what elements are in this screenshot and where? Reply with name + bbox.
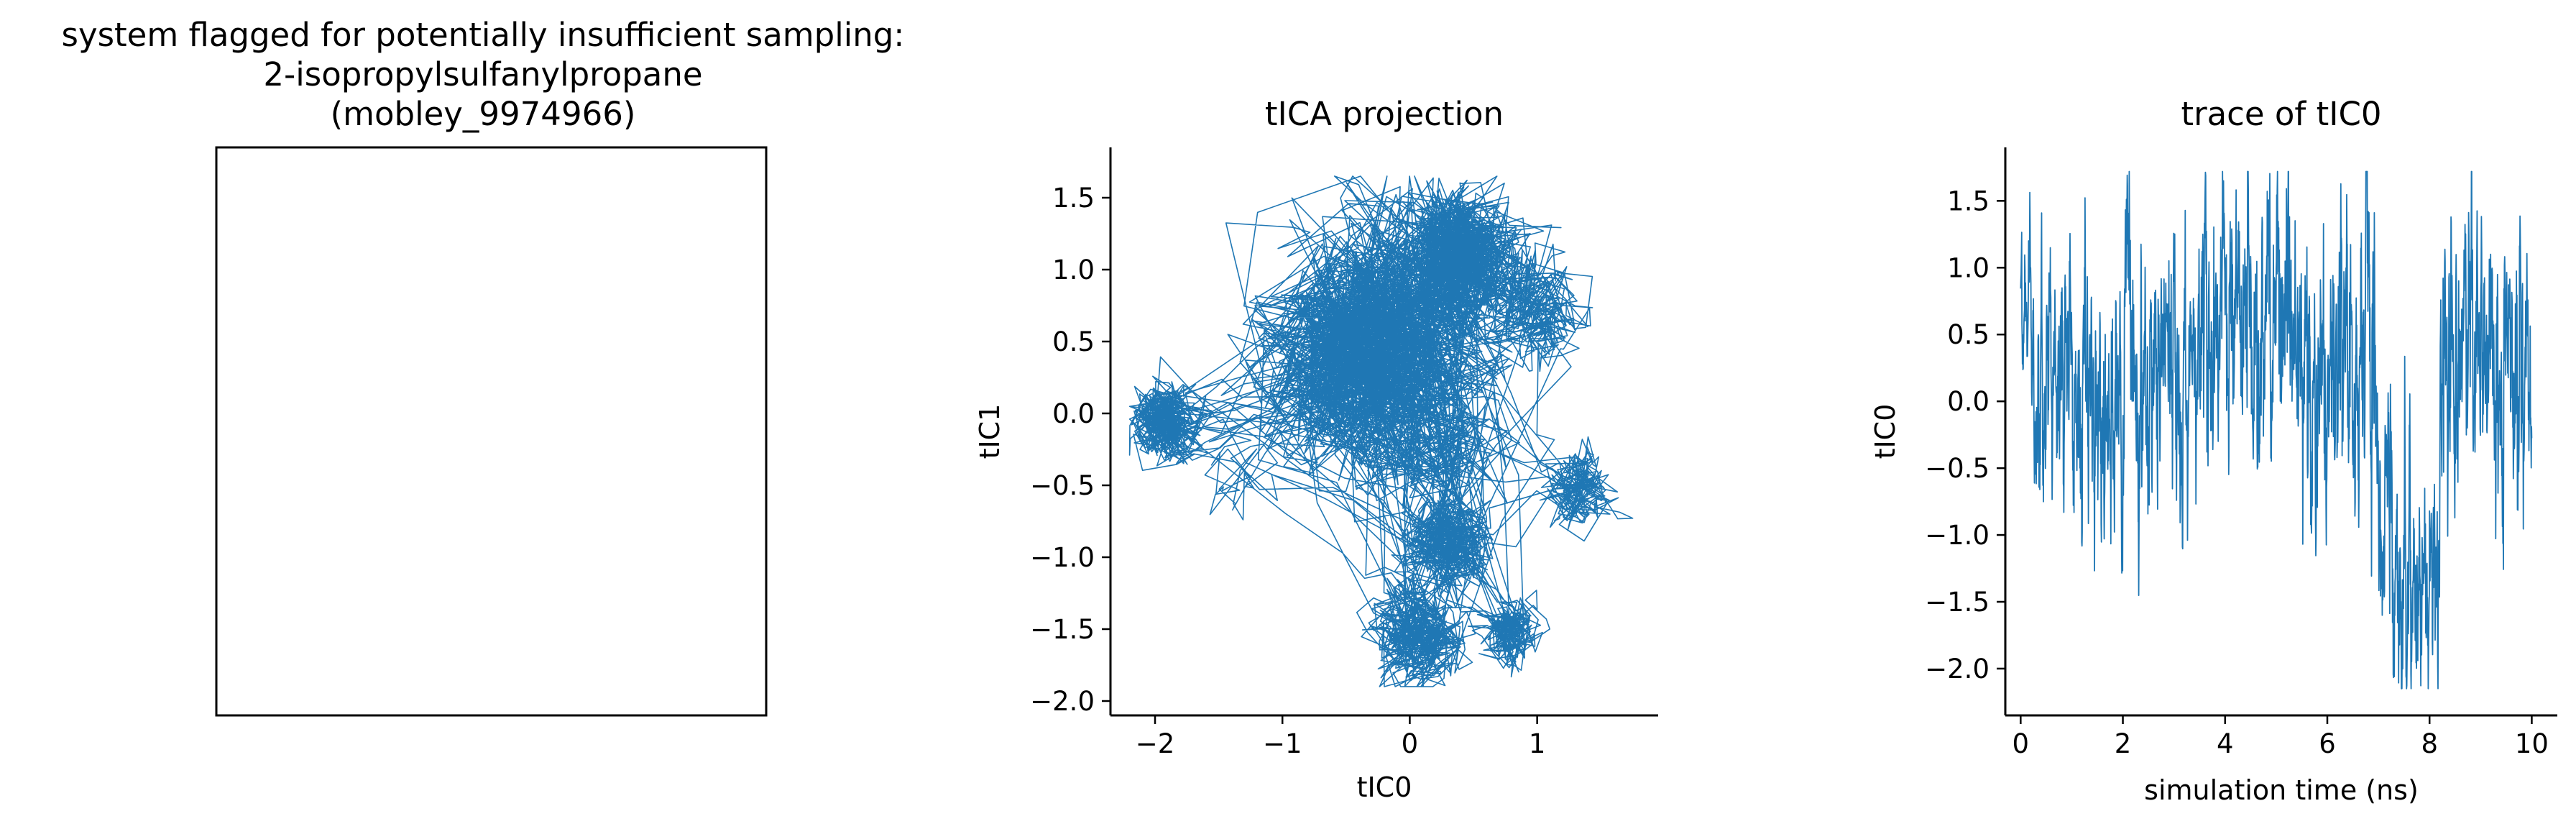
- panel2-xlabel: tIC0: [1357, 771, 1412, 803]
- panel3-y-tick-label: 1.0: [1947, 252, 1990, 283]
- tic0-trace-line: [2020, 170, 2533, 690]
- panel3-y-tick-label: 0.0: [1947, 386, 1990, 417]
- panel2-y-tick-label: 0.0: [1052, 398, 1095, 429]
- panel2-x-tick-label: −1: [1263, 728, 1302, 759]
- panel3-ylabel: tIC0: [1869, 404, 1901, 459]
- panel2-x-tick-label: −2: [1136, 728, 1175, 759]
- panel3-title: trace of tIC0: [2181, 95, 2381, 133]
- panel2-x-tick-label: 0: [1402, 728, 1419, 759]
- panel2-ylabel: tIC1: [974, 404, 1006, 459]
- panel3-y-tick-label: −1.5: [1925, 587, 1990, 618]
- molecule-image-frame: [215, 146, 768, 717]
- tic0-trace-path: [2020, 170, 2533, 690]
- panel-tica-projection: tICA projection −2 −1 0 1 −2.0 −1.5 −1.0 −0.5 0.…: [974, 95, 1658, 803]
- panel3-x-tick-label: 0: [2012, 728, 2030, 759]
- panel2-y-tick-label: 1.5: [1052, 183, 1095, 214]
- panel2-y-tick-label: −0.5: [1030, 470, 1095, 501]
- panel2-y-tick-label: 0.5: [1052, 326, 1095, 357]
- tica-trajectory-line: [1128, 175, 1634, 687]
- panel3-axes: 0 2 4 6 8 10 −2.0 −1.5 −1.0 −0.5 0.0 0.5 1.0 1.5: [1925, 147, 2557, 759]
- tica-trajectory-path: [1128, 175, 1634, 687]
- panel1-title-line3: (mobley_9974966): [331, 95, 636, 133]
- panel2-title: tICA projection: [1265, 95, 1504, 133]
- panel3-x-tick-label: 8: [2421, 728, 2438, 759]
- panel2-x-tick-label: 1: [1529, 728, 1546, 759]
- panel3-y-tick-label: 0.5: [1947, 319, 1990, 350]
- panel2-y-tick-label: 1.0: [1052, 255, 1095, 285]
- panel-tic0-trace: trace of tIC0 0 2 4 6 8 10 −2.0 −1.5 −1.0 −0.5 0.0…: [1869, 95, 2557, 806]
- panel-molecule: system flagged for potentially insuffici…: [62, 16, 905, 717]
- panel2-y-tick-label: −2.0: [1030, 686, 1095, 717]
- panel1-title-line1: system flagged for potentially insuffici…: [62, 16, 905, 54]
- panel3-xlabel: simulation time (ns): [2144, 774, 2419, 806]
- panel2-y-tick-label: −1.5: [1030, 614, 1095, 645]
- panel3-x-tick-label: 10: [2515, 728, 2549, 759]
- panel2-axes: −2 −1 0 1 −2.0 −1.5 −1.0 −0.5 0.0 0.5 1.0 1.5: [1030, 147, 1658, 759]
- panel3-y-tick-label: −1.0: [1925, 520, 1990, 551]
- panel3-x-tick-label: 6: [2319, 728, 2336, 759]
- panel3-y-tick-label: −0.5: [1925, 453, 1990, 484]
- panel3-x-tick-label: 4: [2217, 728, 2234, 759]
- panel1-title-line2: 2-isopropylsulfanylpropane: [263, 55, 702, 93]
- panel3-x-tick-label: 2: [2115, 728, 2132, 759]
- panel2-y-tick-label: −1.0: [1030, 542, 1095, 573]
- panel3-y-tick-label: −2.0: [1925, 654, 1990, 684]
- panel3-y-tick-label: 1.5: [1947, 186, 1990, 216]
